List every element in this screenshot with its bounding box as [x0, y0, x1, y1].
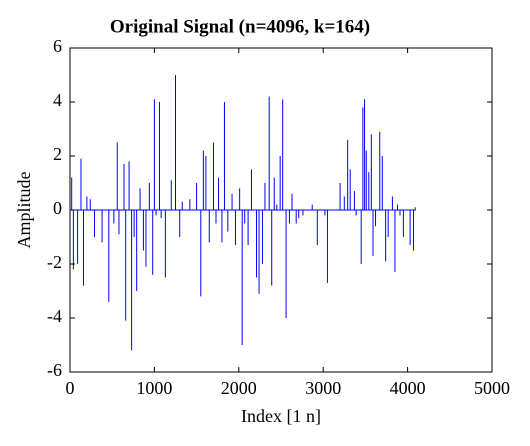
x-tick-label: 4000	[390, 378, 426, 398]
y-tick-label: 0	[53, 198, 62, 218]
y-tick-label: -2	[47, 252, 62, 272]
x-tick-label: 5000	[474, 378, 510, 398]
y-tick-label: 4	[53, 90, 62, 110]
x-tick-label: 1000	[136, 378, 172, 398]
x-axis-label: Index [1 n]	[241, 406, 321, 426]
chart-title: Original Signal (n=4096, k=164)	[110, 16, 370, 37]
y-tick-label: -6	[47, 360, 62, 380]
x-tick-label: 3000	[305, 378, 341, 398]
y-tick-label: 6	[53, 36, 62, 56]
y-tick-label: -4	[47, 306, 62, 326]
y-tick-label: 2	[53, 144, 62, 164]
x-tick-label: 2000	[221, 378, 257, 398]
y-axis-label: Amplitude	[14, 171, 34, 248]
x-tick-label: 0	[66, 378, 75, 398]
